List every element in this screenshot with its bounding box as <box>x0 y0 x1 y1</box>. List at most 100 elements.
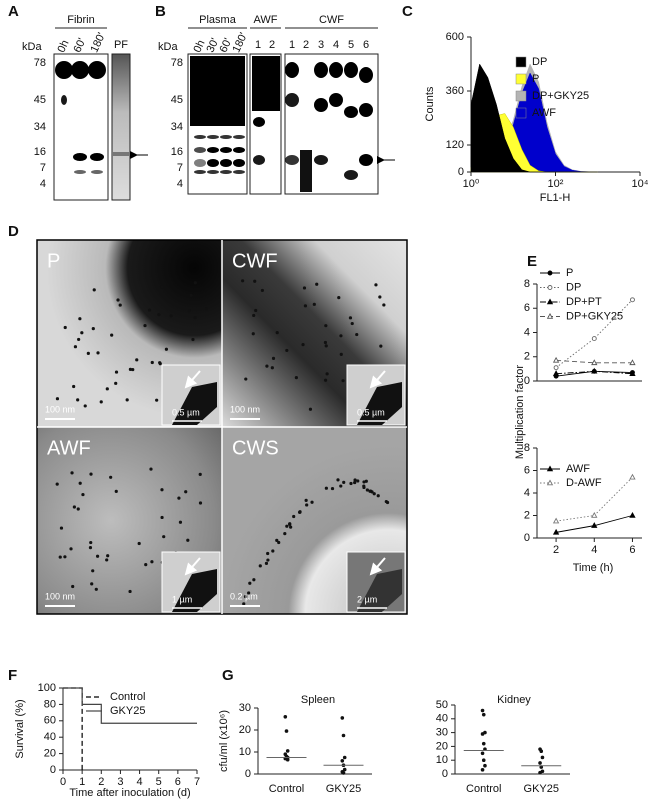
x-tick-label: 4 <box>137 776 143 788</box>
y-tick-label: 20 <box>239 724 251 736</box>
gold-particle <box>247 591 251 595</box>
gold-particle <box>294 376 298 380</box>
lane-label: 2 <box>303 39 309 51</box>
blot-band <box>207 147 219 153</box>
gold-particle <box>198 501 203 505</box>
y-tick-label: 20 <box>436 740 448 752</box>
blot-band <box>253 117 265 127</box>
gold-particle <box>308 407 313 411</box>
em-label: P <box>47 250 60 272</box>
gold-particle <box>285 348 289 353</box>
lane-label: 0h <box>191 38 207 54</box>
gold-particle <box>189 293 193 297</box>
blot-band <box>190 56 245 126</box>
blot-band <box>344 62 358 78</box>
inset-scale-label: 0.5 µm <box>357 407 385 417</box>
gold-particle <box>374 283 378 287</box>
gold-particle <box>55 482 59 486</box>
inset-scale-label: 2 µm <box>357 594 377 604</box>
gold-particle <box>99 400 103 404</box>
gold-particle <box>385 500 390 505</box>
gold-particle <box>349 481 353 486</box>
y-tick-label: 10 <box>436 754 448 766</box>
panel-letter: C <box>402 3 413 20</box>
gold-particle <box>305 503 309 507</box>
chart-title: Kidney <box>497 694 531 706</box>
gold-particle <box>368 489 372 493</box>
x-tick-label: 6 <box>175 776 181 788</box>
panel-letter: B <box>155 3 166 20</box>
inset-scale-label: 0.5 µm <box>172 407 200 417</box>
panel-letter: D <box>8 223 19 240</box>
gold-particle <box>191 337 195 342</box>
gold-particle <box>365 488 369 492</box>
gold-particle <box>302 286 307 290</box>
inset-structure <box>172 569 217 612</box>
y-tick-label: 0 <box>245 768 251 780</box>
lane-label: 180' <box>230 31 250 55</box>
kda-label: kDa <box>158 41 178 53</box>
blot-band <box>113 152 129 156</box>
blot-band <box>233 135 245 139</box>
gold-particle <box>253 279 257 283</box>
gold-particle <box>353 478 357 482</box>
x-tick-label: 3 <box>117 776 123 788</box>
y-axis-label: Counts <box>424 86 436 121</box>
inset-structure <box>357 382 402 425</box>
blot-band <box>194 170 206 174</box>
blot-band <box>220 170 232 174</box>
scale-label: 0.2 µm <box>230 591 258 601</box>
gold-particle <box>88 546 93 550</box>
legend-label: AWF <box>566 463 590 475</box>
gold-particle <box>137 541 141 546</box>
y-tick-label: 40 <box>44 731 56 743</box>
blot-band <box>207 170 219 174</box>
gold-particle <box>158 362 162 366</box>
gold-particle <box>143 323 147 328</box>
survival-step <box>63 687 197 724</box>
gold-particle <box>324 324 328 328</box>
legend-label: DP <box>566 281 581 293</box>
mw-marker: 78 <box>171 57 183 69</box>
gold-particle <box>362 484 366 488</box>
y-tick-label: 50 <box>436 699 448 711</box>
panel-letter: F <box>8 667 17 684</box>
panel-letter: A <box>8 3 19 20</box>
y-tick-label: 30 <box>239 702 251 714</box>
gold-particle <box>184 490 188 494</box>
legend-marker <box>546 479 554 486</box>
gold-particle <box>372 492 376 496</box>
group-header: Plasma <box>199 14 237 26</box>
point <box>538 761 542 765</box>
inset-scale-label: 1 µm <box>172 594 192 604</box>
y-tick-label: 60 <box>44 715 56 727</box>
gold-particle <box>95 554 100 558</box>
mw-marker: 4 <box>177 178 183 190</box>
gold-particle <box>244 377 248 381</box>
legend-label: P <box>532 73 539 85</box>
point <box>553 365 559 371</box>
point <box>481 712 486 717</box>
legend-swatch <box>515 90 527 102</box>
legend-marker <box>546 312 554 319</box>
legend-marker <box>547 270 553 276</box>
gold-particle <box>324 344 328 348</box>
gold-particle <box>105 558 109 562</box>
gold-particle <box>186 538 190 542</box>
gold-particle <box>72 505 76 509</box>
gold-particle <box>169 314 173 318</box>
gold-particle <box>362 480 366 484</box>
blot-band <box>74 170 86 174</box>
point <box>552 356 560 363</box>
gold-particle <box>135 358 139 362</box>
lane-label: 0h <box>55 38 71 54</box>
point <box>483 763 487 768</box>
lane-label: 5 <box>348 39 354 51</box>
point <box>480 732 485 736</box>
y-tick-label: 0 <box>50 764 56 776</box>
lane-label: 6 <box>363 39 369 51</box>
gold-particle <box>164 347 169 351</box>
gold-particle <box>258 564 262 568</box>
gold-particle <box>303 304 308 308</box>
gold-particle <box>310 500 314 504</box>
